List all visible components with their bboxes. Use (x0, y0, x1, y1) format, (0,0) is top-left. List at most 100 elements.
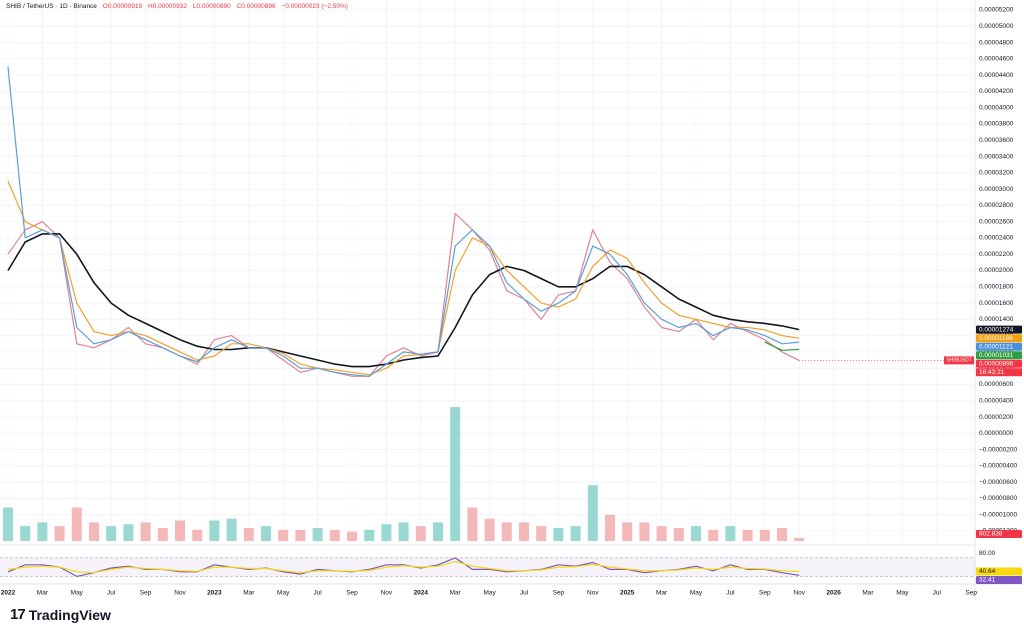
value-label-bg (976, 334, 1022, 343)
brand-name: TradingView (28, 606, 111, 623)
y-tick-label: 0.00005200 (979, 7, 1014, 14)
value-label: 0.00001121 (979, 343, 1013, 350)
symbol-label-bg (944, 356, 974, 365)
y-tick-label: 0.00004800 (979, 39, 1014, 46)
value-label-bg (976, 359, 1022, 368)
series-line (7, 180, 800, 376)
volume-bar (175, 520, 185, 541)
x-tick-label: Nov (587, 590, 599, 597)
x-tick-label: 2022 (1, 590, 16, 597)
x-tick-label: Jul (520, 590, 529, 597)
y-tick-label: 0.00003600 (979, 137, 1014, 144)
volume-bar (501, 522, 512, 541)
y-tick-label: 0.00003200 (979, 170, 1014, 177)
ohlc: L0.00000890 (192, 3, 231, 10)
value-label: 40.64 (979, 568, 996, 575)
x-tick-label: Mar (450, 590, 462, 597)
volume-bar (656, 526, 667, 541)
volume-bar (347, 531, 357, 541)
y-tick-label: 0.00002000 (979, 267, 1014, 274)
y-tick-label: 0.00000200 (979, 414, 1014, 421)
volume-bar (364, 529, 375, 541)
volume-bar (295, 529, 306, 541)
x-tick-label: May (71, 590, 84, 597)
countdown-bg (976, 368, 1022, 377)
volume-bar (398, 522, 409, 541)
volume-bar (708, 529, 719, 541)
ohlc: O0.00000919 (102, 3, 143, 10)
volume-bar (450, 407, 461, 541)
y-tick-label: 0.00002400 (979, 235, 1014, 242)
x-tick-label: Sep (965, 590, 977, 597)
x-tick-label: 2023 (207, 590, 222, 597)
series-line (7, 561, 800, 574)
volume-bar (570, 526, 581, 541)
series-line (7, 233, 800, 368)
volume-bar (37, 522, 48, 541)
volume-bar (20, 526, 31, 541)
volume-bar (484, 518, 495, 541)
value-label-bg (976, 567, 1022, 576)
y-tick-label: 0.00004600 (979, 56, 1014, 63)
volume-bar (759, 529, 770, 541)
logo: 17 (10, 606, 26, 623)
value-label: 0.00001274 (979, 326, 1014, 333)
volume-bar (639, 522, 650, 541)
symbol-label: SHIBUSDT (946, 358, 971, 364)
x-tick-label: May (277, 590, 290, 597)
x-tick-label: Mar (862, 590, 874, 597)
y-tick-label: 0.00003800 (979, 121, 1014, 128)
y-tick-label: −0.00000600 (979, 479, 1018, 486)
volume-bar (157, 527, 168, 541)
y-tick-label: 0.00000400 (979, 397, 1014, 404)
x-tick-label: May (483, 590, 496, 597)
volume-bar (243, 527, 254, 541)
value-label: 32.41 (979, 577, 996, 584)
x-tick-label: Sep (759, 590, 771, 597)
x-tick-label: Nov (174, 590, 186, 597)
volume-bar (415, 526, 426, 541)
x-tick-label: May (690, 590, 703, 597)
series-line (764, 341, 800, 351)
y-tick-label: 0.00001600 (979, 300, 1014, 307)
volume-bar (123, 524, 134, 541)
volume-bar (209, 520, 220, 541)
series-line (7, 66, 800, 377)
x-tick-label: 2026 (826, 590, 841, 597)
volume-bar (140, 522, 151, 541)
value-label-bg (976, 325, 1022, 334)
value-label: 0.00000896 (979, 360, 1014, 367)
volume-bar (433, 522, 443, 541)
volume-bar (192, 529, 203, 541)
x-tick-label: 2024 (414, 590, 429, 597)
series-line (7, 212, 800, 377)
volume-bar (89, 522, 99, 541)
value-label-bg (976, 530, 1022, 539)
value-label-bg (976, 342, 1022, 351)
y-tick-label: 0.00001400 (979, 316, 1014, 323)
volume-bar (605, 514, 615, 541)
x-tick-label: Jul (726, 590, 735, 597)
header: SHIB / TetherUS · 1D · Binance O0.000009… (6, 3, 352, 10)
x-tick-label: Mar (656, 590, 668, 597)
volume-bar (725, 526, 736, 541)
y-tick-label: 0.00005000 (979, 23, 1014, 30)
value-label: 0.00001168 (979, 335, 1013, 342)
volume-bar (536, 526, 547, 541)
volume-bar (106, 526, 117, 541)
x-tick-label: Sep (140, 590, 152, 597)
countdown: 16:43:21 (979, 369, 1005, 376)
x-tick-label: Mar (243, 590, 255, 597)
x-tick-label: Jul (107, 590, 116, 597)
y-tick-label: 0.00000600 (979, 381, 1014, 388)
y-tick-label: 0.00002200 (979, 251, 1014, 258)
volume-bar (261, 526, 271, 541)
y-tick-label: −0.00001000 (979, 511, 1018, 518)
value-label-bg (976, 575, 1022, 584)
y-tick-label: 0.00004200 (979, 88, 1014, 95)
value-label: 0.00001031 (979, 352, 1014, 359)
y-tick-label: 0.00004000 (979, 104, 1014, 111)
y-tick-label: 0.00003400 (979, 153, 1014, 160)
